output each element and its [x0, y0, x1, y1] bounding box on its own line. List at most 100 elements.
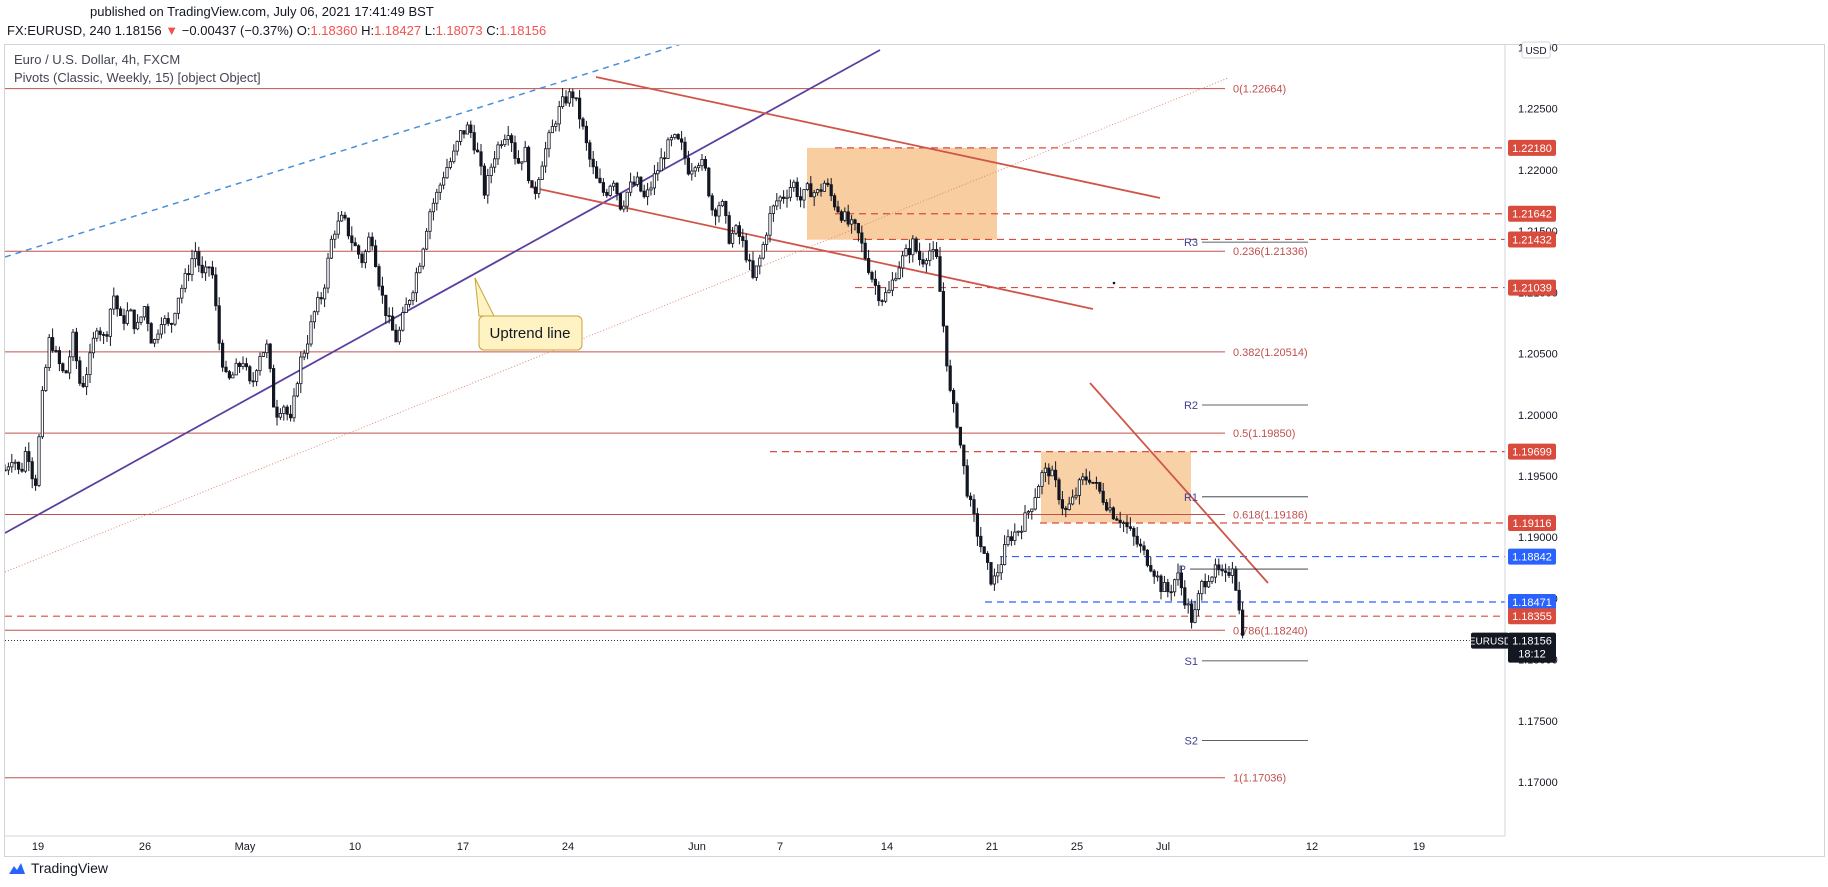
- x-tick-label: 25: [1071, 841, 1083, 853]
- y-tick-label: 1.19500: [1518, 471, 1558, 483]
- price-level-badge: [1508, 548, 1556, 565]
- candle-down: [1064, 507, 1068, 511]
- candle-up: [13, 461, 17, 464]
- candle-down: [921, 259, 925, 265]
- last-price: 1.18156: [114, 23, 162, 38]
- countdown-text: 18:12: [1518, 649, 1546, 661]
- candle-down: [373, 245, 378, 267]
- candle-up: [407, 299, 412, 305]
- candle-up: [1213, 564, 1217, 578]
- candle-down: [1179, 572, 1183, 589]
- candle-up: [363, 251, 368, 264]
- candle-up: [336, 220, 340, 235]
- candle-up: [928, 250, 932, 261]
- candle-down: [57, 350, 62, 365]
- candle-up: [1176, 572, 1180, 581]
- annotation-box: [478, 315, 583, 351]
- x-tick-label: Jul: [1156, 841, 1170, 853]
- candle-up: [690, 170, 694, 175]
- candle-up: [404, 303, 408, 313]
- candle-down: [1149, 565, 1153, 572]
- candle-down: [1098, 482, 1102, 492]
- candle-down: [251, 380, 255, 383]
- marker-dot: [1112, 281, 1116, 285]
- currency-badge: [1521, 41, 1551, 59]
- candle-down: [799, 196, 803, 201]
- candle-up: [1074, 494, 1078, 498]
- symbol-name[interactable]: FX:EURUSD, 240: [7, 23, 112, 38]
- candle-down: [51, 337, 55, 351]
- brand[interactable]: TradingView: [8, 860, 108, 876]
- candle-down: [1105, 502, 1109, 511]
- y-tick-label: 1.17500: [1518, 716, 1558, 728]
- candle-down: [1142, 545, 1146, 551]
- candle-down: [271, 368, 276, 408]
- candle-up: [261, 352, 266, 357]
- candle-up: [152, 339, 157, 344]
- candle-down: [27, 451, 31, 463]
- pivot-label: R3: [1184, 237, 1198, 249]
- candle-down: [356, 245, 361, 255]
- candle-down: [989, 562, 993, 585]
- candle-down: [237, 362, 242, 367]
- candle-up: [1077, 479, 1081, 496]
- candle-up: [1037, 485, 1041, 498]
- candle-down: [1169, 591, 1173, 594]
- candle-down: [601, 182, 606, 193]
- candle-up: [6, 466, 10, 471]
- candle-down: [319, 297, 323, 300]
- candle-up: [924, 260, 929, 265]
- candle-up: [1003, 544, 1007, 566]
- candle-up: [1230, 568, 1234, 576]
- candle-up: [901, 255, 905, 269]
- price-change: −0.00437 (−0.37%): [181, 23, 294, 38]
- candle-up: [540, 165, 544, 180]
- candle-down: [207, 266, 211, 269]
- supply-zone-upper: [807, 147, 997, 240]
- candle-up: [544, 148, 548, 167]
- price-level-badge: [1508, 515, 1556, 532]
- downtrend-line: [1089, 382, 1269, 584]
- candle-down: [618, 193, 623, 210]
- candle-up: [1071, 496, 1075, 505]
- change-down-icon: ▼: [165, 23, 179, 38]
- candle-down: [1237, 589, 1241, 611]
- candle-down: [1132, 528, 1136, 537]
- current-symbol-badge: [1471, 632, 1509, 649]
- candle-down: [1135, 535, 1139, 545]
- fib-level-label: 0.786(1.18240): [1233, 625, 1308, 637]
- candle-up: [547, 132, 551, 150]
- candle-up: [339, 214, 344, 222]
- candle-up: [163, 318, 167, 325]
- candle-down: [863, 242, 867, 259]
- candle-down: [680, 138, 684, 143]
- candle-down: [642, 190, 646, 198]
- candle-up: [183, 273, 187, 289]
- chart-header: published on TradingView.com, July 06, 2…: [0, 0, 1828, 44]
- candle-down: [979, 535, 983, 548]
- candle-down: [1118, 519, 1122, 524]
- candle-down: [952, 390, 956, 405]
- candle-up: [445, 167, 449, 179]
- published-info: published on TradingView.com, July 06, 2…: [90, 4, 434, 19]
- candle-down: [102, 334, 106, 336]
- candle-down: [663, 157, 667, 160]
- legend-indicator: Pivots (Classic, Weekly, 15) [object Obj…: [14, 70, 261, 85]
- candle-up: [1030, 508, 1034, 512]
- candle-up: [1200, 580, 1204, 595]
- high-label: H:: [361, 23, 375, 38]
- candle-down: [248, 366, 252, 382]
- x-tick-label: May: [235, 841, 256, 853]
- candle-down: [632, 181, 636, 185]
- x-tick-label: 26: [139, 841, 151, 853]
- candle-down: [513, 142, 517, 159]
- candle-down: [588, 142, 592, 160]
- candle-up: [190, 258, 194, 276]
- candle-down: [1227, 571, 1231, 576]
- candle-up: [1050, 469, 1054, 477]
- pivot-label: P: [1179, 564, 1186, 576]
- candle-up: [254, 370, 259, 382]
- candle-up: [278, 413, 283, 418]
- price-level-badge-text: 1.21432: [1512, 234, 1552, 246]
